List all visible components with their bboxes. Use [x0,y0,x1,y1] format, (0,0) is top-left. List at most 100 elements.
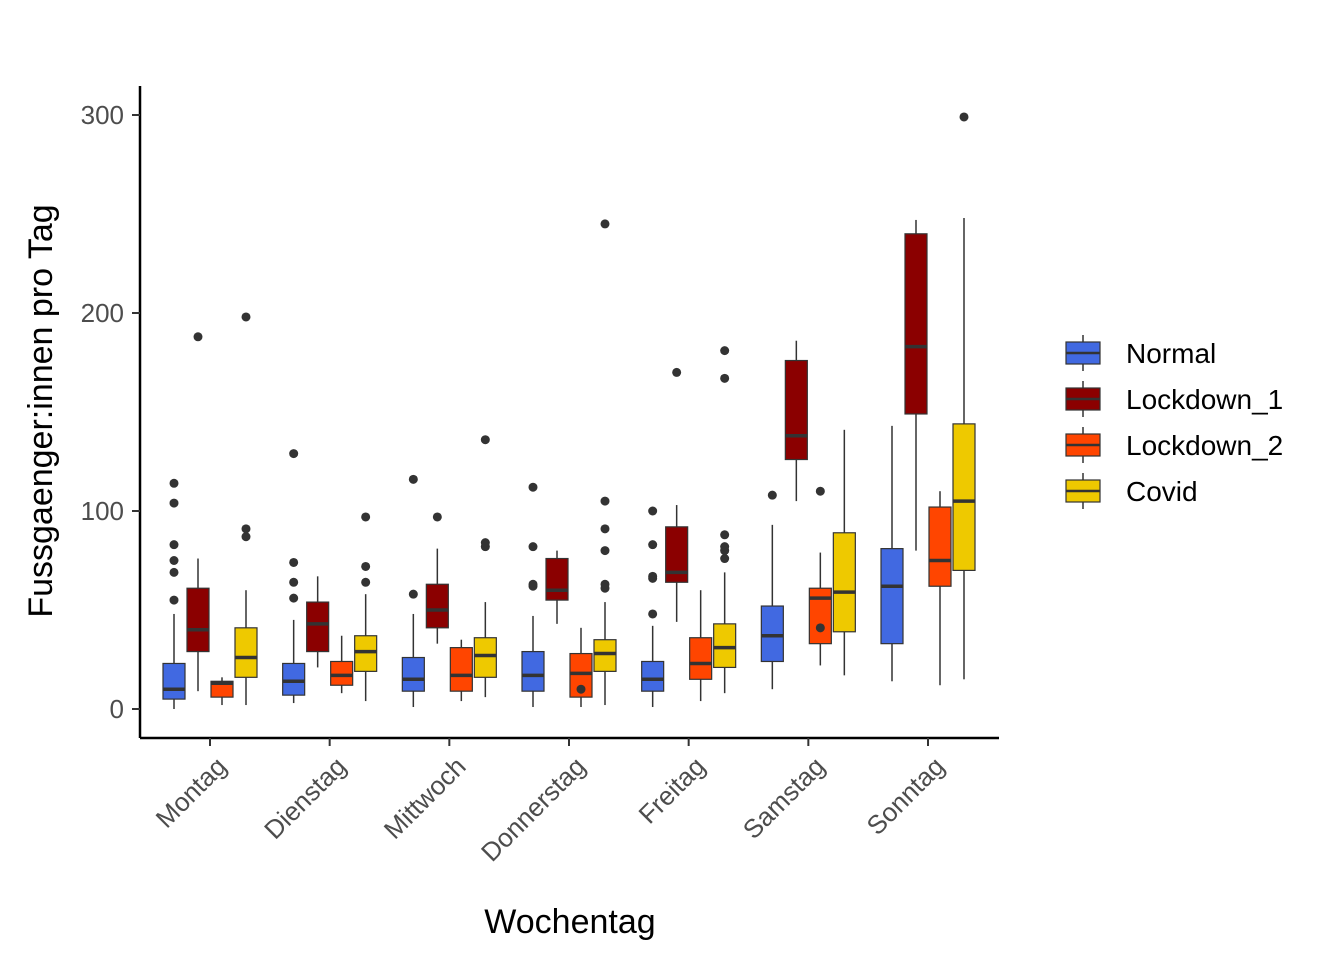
y-axis-title: Fussgaenger:innen pro Tag [22,204,60,617]
x-tick-label: Donnerstag [475,751,591,867]
box-body [760,605,784,663]
outlier-point [720,373,730,383]
outlier-point [600,219,610,229]
outlier-point [361,512,371,522]
box-lockdown-1-montag [186,332,210,692]
box-lockdown-2-samstag [808,486,832,666]
box-body [354,635,378,672]
box-lockdown-2-mittwoch [449,639,473,702]
outlier-point [432,512,442,522]
outlier-point [361,561,371,571]
box-lockdown-2-donnerstag [569,627,593,708]
outlier-point [528,579,538,589]
box-body [401,656,425,692]
outlier-point [767,490,777,500]
outlier-point [815,623,825,633]
outlier-point [241,532,251,542]
box-normal-donnerstag [521,482,545,708]
box-body [713,623,737,669]
outlier-point [648,609,658,619]
y-tick-label: 100 [81,496,124,526]
box-covid-dienstag [354,512,378,702]
box-lockdown-2-montag [210,677,234,706]
y-tick-label: 200 [81,298,124,328]
box-covid-montag [234,312,258,706]
box-body [665,526,689,583]
box-lockdown-2-dienstag [330,635,354,694]
outlier-point [289,449,299,459]
outlier-point [289,593,299,603]
outlier-point [169,498,179,508]
box-body [282,662,306,696]
outlier-point [959,112,969,122]
box-normal-dienstag [282,449,306,704]
box-body [952,423,976,572]
box-body [234,627,258,678]
outlier-point [648,506,658,516]
outlier-point [648,571,658,581]
box-body [784,359,808,461]
box-lockdown-1-sonntag [904,219,928,551]
legend-item-covid: Covid [1065,473,1198,509]
box-covid-mittwoch [473,435,497,698]
box-body [880,548,904,645]
outlier-point [600,524,610,534]
outlier-point [600,546,610,556]
box-body [832,532,856,633]
legend-label: Lockdown_2 [1126,430,1283,461]
box-body [641,660,665,692]
box-normal-montag [162,478,186,709]
legend: Normal Lockdown_1 Lockdown_2 Covid [1065,335,1283,509]
outlier-point [815,486,825,496]
outlier-point [600,579,610,589]
box-covid-sonntag [952,112,976,680]
outlier-point [193,332,203,342]
legend-label: Covid [1126,476,1198,507]
box-lockdown-1-samstag [784,340,808,502]
box-body [808,587,832,645]
outlier-point [600,496,610,506]
box-body [210,680,234,698]
outlier-point [672,367,682,377]
legend-item-lockdown-2: Lockdown_2 [1065,427,1283,463]
outlier-point [169,556,179,565]
box-body [330,660,354,686]
box-body [928,506,952,587]
x-tick-label: Montag [150,751,233,834]
box-lockdown-1-dienstag [306,576,330,668]
outlier-point [720,554,730,564]
y-axis: 0 100 200 300 [81,86,142,738]
outlier-point [408,474,418,484]
outlier-point [289,557,299,567]
box-normal-samstag [760,490,784,690]
box-lockdown-1-donnerstag [545,550,569,624]
outlier-point [528,482,538,492]
box-body [569,652,593,698]
x-tick-label: Samstag [737,751,831,845]
outlier-point [720,530,730,540]
box-body [449,647,473,692]
x-tick-label: Freitag [632,751,710,829]
x-tick-label: Dienstag [258,751,352,845]
box-normal-freitag [641,506,665,708]
x-tick-label: Sonntag [861,751,951,841]
outlier-point [169,478,179,488]
x-axis: Montag Dienstag Mittwoch Donnerstag Freitag S… [140,736,999,867]
box-lockdown-1-mittwoch [425,512,449,644]
outlier-point [480,538,490,548]
outlier-point [241,312,251,322]
x-tick-label: Mittwoch [378,751,472,845]
outlier-point [528,542,538,552]
box-body [162,662,186,700]
box-body [186,587,210,653]
plot-area [162,112,976,709]
y-tick-label: 0 [110,694,124,724]
box-normal-mittwoch [401,474,425,708]
y-tick-label: 300 [81,100,124,130]
box-body [521,650,545,692]
legend-item-lockdown-1: Lockdown_1 [1065,381,1283,417]
box-covid-donnerstag [593,219,617,706]
box-body [425,583,449,629]
box-lockdown-1-freitag [665,367,689,622]
